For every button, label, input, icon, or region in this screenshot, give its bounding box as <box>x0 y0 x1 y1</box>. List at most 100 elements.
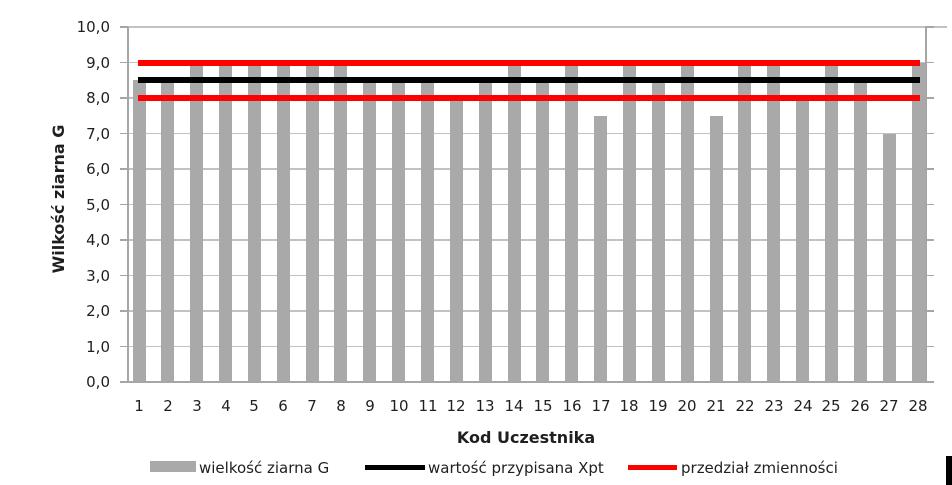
legend-swatch-assigned-value-line <box>365 465 425 470</box>
x-tick-label: 12 <box>446 397 466 415</box>
range-upper-line <box>138 59 920 66</box>
bar <box>710 115 723 382</box>
x-tick-label: 17 <box>591 397 611 415</box>
x-tick-label: 7 <box>307 397 317 415</box>
x-tick-label: 28 <box>908 397 928 415</box>
y-tick-left <box>120 61 128 64</box>
bar <box>508 62 521 382</box>
bar <box>912 62 925 382</box>
y-tick-right <box>925 26 934 28</box>
bar <box>219 62 232 382</box>
bar <box>450 98 463 382</box>
y-tick-right <box>925 310 934 312</box>
y-tick-right <box>925 274 934 277</box>
y-tick-left <box>120 97 128 99</box>
bar <box>161 80 174 382</box>
y-tick-right <box>925 239 934 241</box>
y-tick-right <box>925 168 934 170</box>
bar <box>190 62 203 382</box>
bar <box>392 80 405 382</box>
bar <box>825 62 838 382</box>
gridline <box>128 239 925 241</box>
bar <box>767 62 780 382</box>
x-tick-label: 11 <box>418 397 438 415</box>
y-tick-right <box>925 203 934 206</box>
bar <box>536 80 549 382</box>
y-tick-right <box>925 61 934 64</box>
gridline <box>128 132 925 135</box>
legend-swatch-grain-size-bar <box>150 461 196 472</box>
bar <box>854 80 867 382</box>
x-axis-title: Kod Uczestnika <box>456 428 596 447</box>
bar <box>565 62 578 382</box>
y-tick-left <box>120 274 128 277</box>
y-tick-label: 6,0 <box>86 160 110 178</box>
bar <box>738 62 751 382</box>
bar <box>277 62 290 382</box>
range-lower-line <box>138 95 920 101</box>
bar <box>623 62 636 382</box>
legend-label-assigned-value: wartość przypisana Xpt <box>428 459 604 477</box>
bar <box>248 62 261 382</box>
bar <box>133 80 146 382</box>
y-tick-label: 2,0 <box>86 302 110 320</box>
bar <box>421 80 434 382</box>
x-tick-label: 6 <box>278 397 288 415</box>
x-tick-label: 8 <box>336 397 346 415</box>
y-tick-label: 7,0 <box>86 124 110 143</box>
y-tick-left <box>120 26 128 28</box>
y-tick-right <box>925 132 934 135</box>
y-tick-left <box>120 168 128 170</box>
y-tick-left <box>120 239 128 241</box>
gridline <box>128 345 925 348</box>
corner-artifact <box>946 456 952 485</box>
gridline <box>128 26 947 28</box>
y-tick-left <box>120 345 128 348</box>
y-tick-label: 0,0 <box>86 373 110 391</box>
y-tick-label: 4,0 <box>86 231 110 249</box>
bar <box>796 98 809 382</box>
y-tick-left <box>120 310 128 312</box>
x-tick-label: 16 <box>562 397 582 415</box>
bar <box>363 80 376 382</box>
bar <box>652 80 665 382</box>
legend-label-range: przedział zmienności <box>681 459 838 477</box>
y-tick-left <box>120 381 128 383</box>
y-tick-left <box>120 132 128 135</box>
assigned-value-line <box>138 77 920 84</box>
bar <box>306 62 319 382</box>
gridline <box>128 310 925 312</box>
x-tick-label: 19 <box>648 397 668 415</box>
y-tick-right <box>925 345 934 348</box>
x-tick-label: 13 <box>475 397 495 415</box>
x-tick-label: 10 <box>389 397 409 415</box>
y-tick-label: 9,0 <box>86 53 110 72</box>
x-tick-label: 24 <box>793 397 813 415</box>
y-tick-right <box>925 381 934 383</box>
x-tick-label: 1 <box>134 397 144 415</box>
y-tick-label: 1,0 <box>86 337 110 356</box>
gridline <box>128 274 925 277</box>
x-tick-label: 26 <box>850 397 870 415</box>
x-tick-label: 18 <box>619 397 639 415</box>
gridline <box>128 203 925 206</box>
bar <box>594 115 607 382</box>
x-tick-label: 21 <box>706 397 726 415</box>
y-tick-right <box>925 97 934 99</box>
x-tick-label: 20 <box>677 397 697 415</box>
bar <box>681 62 694 382</box>
x-tick-label: 5 <box>249 397 259 415</box>
x-tick-label: 9 <box>365 397 375 415</box>
x-axis-line <box>120 381 934 383</box>
y-tick-label: 8,0 <box>86 89 110 107</box>
legend-swatch-range-line <box>628 465 677 470</box>
y-tick-left <box>120 203 128 206</box>
y-tick-label: 3,0 <box>86 266 110 285</box>
x-tick-label: 3 <box>192 397 202 415</box>
y-tick-label: 5,0 <box>86 195 110 214</box>
x-tick-label: 14 <box>504 397 524 415</box>
x-tick-label: 22 <box>735 397 755 415</box>
y-tick-label: 10,0 <box>76 18 110 36</box>
x-tick-label: 2 <box>163 397 173 415</box>
